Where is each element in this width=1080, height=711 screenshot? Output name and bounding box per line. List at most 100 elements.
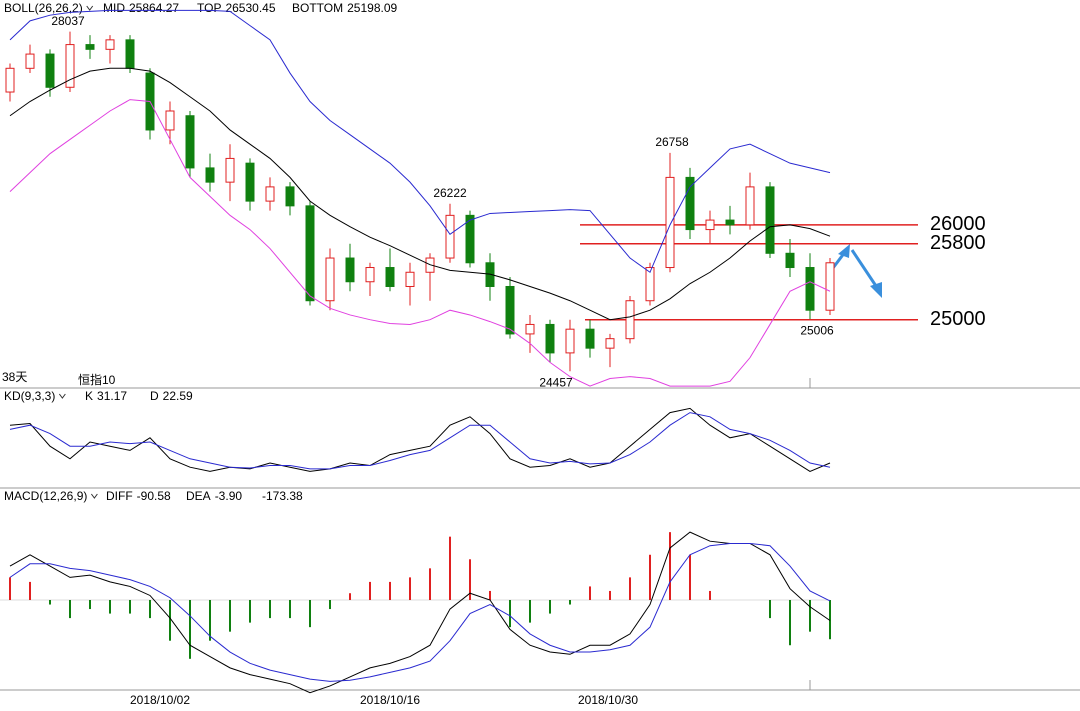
candle-body xyxy=(825,262,835,311)
dropdown-chevron xyxy=(90,493,98,499)
candle-body xyxy=(165,110,175,131)
histogram-bar xyxy=(309,600,311,628)
level-label: 26000 xyxy=(930,213,986,235)
histogram-bar xyxy=(9,577,11,600)
x-tick-label: 2018/10/30 xyxy=(578,693,638,707)
stat-value: 31.17 xyxy=(97,389,127,403)
histogram-bar xyxy=(669,532,671,600)
histogram-bar xyxy=(809,600,811,632)
stat-label: K xyxy=(85,389,93,403)
histogram-bar xyxy=(29,581,31,600)
histogram-bar xyxy=(829,600,831,640)
arrow-down xyxy=(850,249,878,287)
histogram-bar xyxy=(569,600,571,605)
candle-body xyxy=(625,300,635,340)
candle-body xyxy=(65,44,75,88)
peak-label: 25006 xyxy=(800,323,834,337)
histogram-bar xyxy=(469,559,471,600)
stat-value: -3.90 xyxy=(215,489,243,503)
histogram-bar xyxy=(109,600,111,614)
candle-body xyxy=(705,219,715,231)
candle-body xyxy=(85,44,95,50)
x-tick-label: 2018/10/16 xyxy=(360,693,420,707)
candle-body xyxy=(725,219,735,226)
indicator-name: MACD(12,26,9) xyxy=(4,489,87,503)
candle-body xyxy=(605,338,615,349)
histogram-bar xyxy=(69,600,71,619)
histogram-bar xyxy=(789,600,791,646)
peak-label: 26222 xyxy=(433,186,467,200)
histogram-bar xyxy=(209,600,211,641)
candle-body xyxy=(665,176,675,269)
histogram-bar xyxy=(89,600,91,610)
histogram-bar xyxy=(409,577,411,600)
x-tick-label: 2018/10/02 xyxy=(130,693,190,707)
stat-label: TOP xyxy=(197,1,221,15)
candle-body xyxy=(685,176,695,231)
candle-body xyxy=(5,67,15,93)
histogram-bar xyxy=(429,568,431,600)
candle-body xyxy=(645,267,655,302)
candle-body xyxy=(585,328,595,349)
candle-body xyxy=(785,252,795,269)
footer-label: 38天 xyxy=(2,370,27,384)
level-label: 25000 xyxy=(930,308,986,330)
indicator-line xyxy=(9,9,831,274)
stat-label: DEA xyxy=(186,489,211,503)
stat-label: D xyxy=(150,389,159,403)
indicator-line xyxy=(9,67,831,321)
histogram-bar xyxy=(589,586,591,600)
histogram-bar xyxy=(509,600,511,628)
candle-body xyxy=(805,267,815,311)
candle-body xyxy=(245,162,255,202)
histogram-bar xyxy=(269,600,271,619)
histogram-bar xyxy=(709,590,711,600)
indicator-line xyxy=(9,99,831,387)
histogram-bar xyxy=(629,577,631,600)
candle-body xyxy=(385,267,395,287)
histogram-bar xyxy=(389,581,391,600)
histogram-bar xyxy=(249,600,251,623)
histogram-bar xyxy=(149,600,151,619)
histogram-bar xyxy=(649,554,651,600)
candle-body xyxy=(365,267,375,283)
histogram-bar xyxy=(129,600,131,614)
histogram-bar xyxy=(369,581,371,600)
candle-body xyxy=(525,323,535,335)
histogram-bar xyxy=(549,600,551,614)
peak-label: 24457 xyxy=(539,375,573,389)
candle-body xyxy=(545,323,555,354)
peak-label: 28037 xyxy=(51,14,85,28)
histogram-bar xyxy=(329,600,331,610)
stat-value: 26530.45 xyxy=(225,1,275,15)
stat-label: DIFF xyxy=(106,489,133,503)
indicator-line xyxy=(9,407,831,472)
candle-body xyxy=(125,39,135,69)
histogram-bar xyxy=(529,600,531,623)
candle-body xyxy=(285,186,295,207)
histogram-bar xyxy=(169,600,171,641)
candle-body xyxy=(345,257,355,283)
histogram-bar xyxy=(289,600,291,619)
candle-body xyxy=(325,257,335,302)
indicator-name: KD(9,3,3) xyxy=(4,389,55,403)
histogram-bar xyxy=(189,600,191,659)
stat-label: MID xyxy=(103,1,125,15)
histogram-bar xyxy=(689,554,691,600)
stat-value: 25864.27 xyxy=(129,1,179,15)
peak-label: 26758 xyxy=(655,135,689,149)
candle-body xyxy=(225,157,235,183)
candle-body xyxy=(565,328,575,354)
histogram-bar xyxy=(229,600,231,632)
candle-body xyxy=(445,214,455,259)
candle-body xyxy=(205,167,215,183)
candle-body xyxy=(185,115,195,169)
histogram-bar xyxy=(449,536,451,600)
histogram-bar xyxy=(349,593,351,600)
candle-body xyxy=(745,186,755,226)
indicator-line xyxy=(9,542,831,682)
indicator-line xyxy=(9,412,831,470)
stat-value: -173.38 xyxy=(262,489,303,503)
candle-body xyxy=(765,186,775,254)
